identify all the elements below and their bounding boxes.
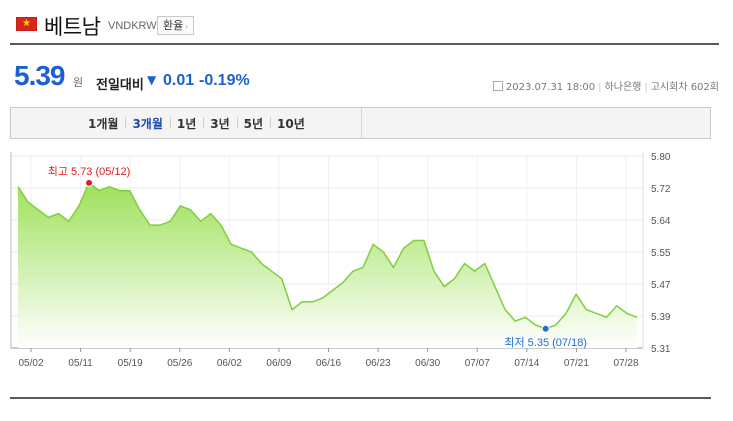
exchange-button[interactable]: 환율 ›	[157, 16, 195, 35]
series-area	[18, 182, 637, 348]
x-tick-label: 05/02	[18, 358, 43, 369]
change-value: 0.01	[163, 72, 195, 89]
series-line	[17, 182, 638, 330]
x-tick-label: 07/14	[514, 358, 539, 369]
tab-period[interactable]: 3개월	[125, 115, 169, 132]
tab-period[interactable]: 1년	[169, 115, 203, 132]
country-name: 베트남	[44, 15, 101, 39]
tab-bar-divider	[361, 108, 362, 138]
header-divider	[10, 43, 719, 45]
y-tick-label: 5.80	[651, 152, 671, 163]
tab-period[interactable]: 10년	[270, 115, 312, 132]
currency-header: ★ 베트남 VNDKRW 환율 ›	[14, 8, 719, 44]
tab-period[interactable]: 3년	[203, 115, 236, 132]
notice-datetime: 2023.07.31 18:00	[505, 82, 596, 93]
period-tabs: 1개월 3개월 1년 3년 5년 10년	[81, 108, 312, 138]
x-tick-label: 06/30	[415, 358, 440, 369]
vietnam-flag-icon: ★	[16, 17, 37, 31]
bank-name: 하나은행	[604, 82, 642, 93]
x-tick-label: 06/09	[266, 358, 291, 369]
current-price: 5.39	[14, 60, 65, 91]
low-point-marker	[541, 324, 550, 333]
price-unit: 원	[73, 76, 84, 89]
x-tick-label: 07/28	[613, 358, 638, 369]
period-tab-bar: 1개월 3개월 1년 3년 5년 10년	[10, 107, 711, 139]
tab-period[interactable]: 5년	[236, 115, 270, 132]
x-tick-label: 07/07	[465, 358, 490, 369]
y-tick-label: 5.72	[651, 184, 671, 195]
footer-divider	[10, 397, 711, 399]
y-tick-label: 5.47	[651, 280, 671, 291]
currency-code: VNDKRW	[108, 20, 157, 32]
tab-period[interactable]: 1개월	[88, 116, 119, 131]
y-tick-label: 5.31	[651, 344, 671, 355]
high-point-marker	[85, 178, 94, 187]
y-tick-label: 5.64	[651, 216, 671, 227]
compare-label: 전일대비	[96, 78, 144, 93]
x-tick-label: 05/19	[118, 358, 143, 369]
down-triangle-icon: ▼	[147, 73, 157, 87]
document-icon	[492, 81, 503, 91]
change-percent: -0.19%	[199, 72, 250, 89]
y-tick-label: 5.39	[651, 312, 671, 323]
x-tick-label: 06/02	[217, 358, 242, 369]
x-tick-label: 06/16	[316, 358, 341, 369]
chevron-right-icon: ›	[185, 23, 189, 31]
low-point-label: 최저 5.35 (07/18)	[504, 336, 587, 349]
high-point-label: 최고 5.73 (05/12)	[48, 165, 131, 178]
exchange-button-label: 환율	[163, 19, 184, 32]
x-tick-label: 05/26	[167, 358, 192, 369]
x-tick-label: 07/21	[564, 358, 589, 369]
x-tick-label: 06/23	[366, 358, 391, 369]
price-summary: 5.39 원 전일대비 ▼ 0.01 -0.19% 2023.07.31 18:…	[14, 58, 719, 98]
notice-meta: 2023.07.31 18:00 | 하나은행 | 고시회차 602회	[492, 78, 719, 93]
y-tick-label: 5.55	[651, 248, 671, 259]
exchange-rate-chart: 5.80 5.72 5.64 5.55 5.47 5.39 5.31 05/02 05/11 05…	[10, 152, 671, 369]
notice-round: 고시회차 602회	[650, 82, 719, 93]
x-tick-label: 05/11	[68, 358, 93, 369]
